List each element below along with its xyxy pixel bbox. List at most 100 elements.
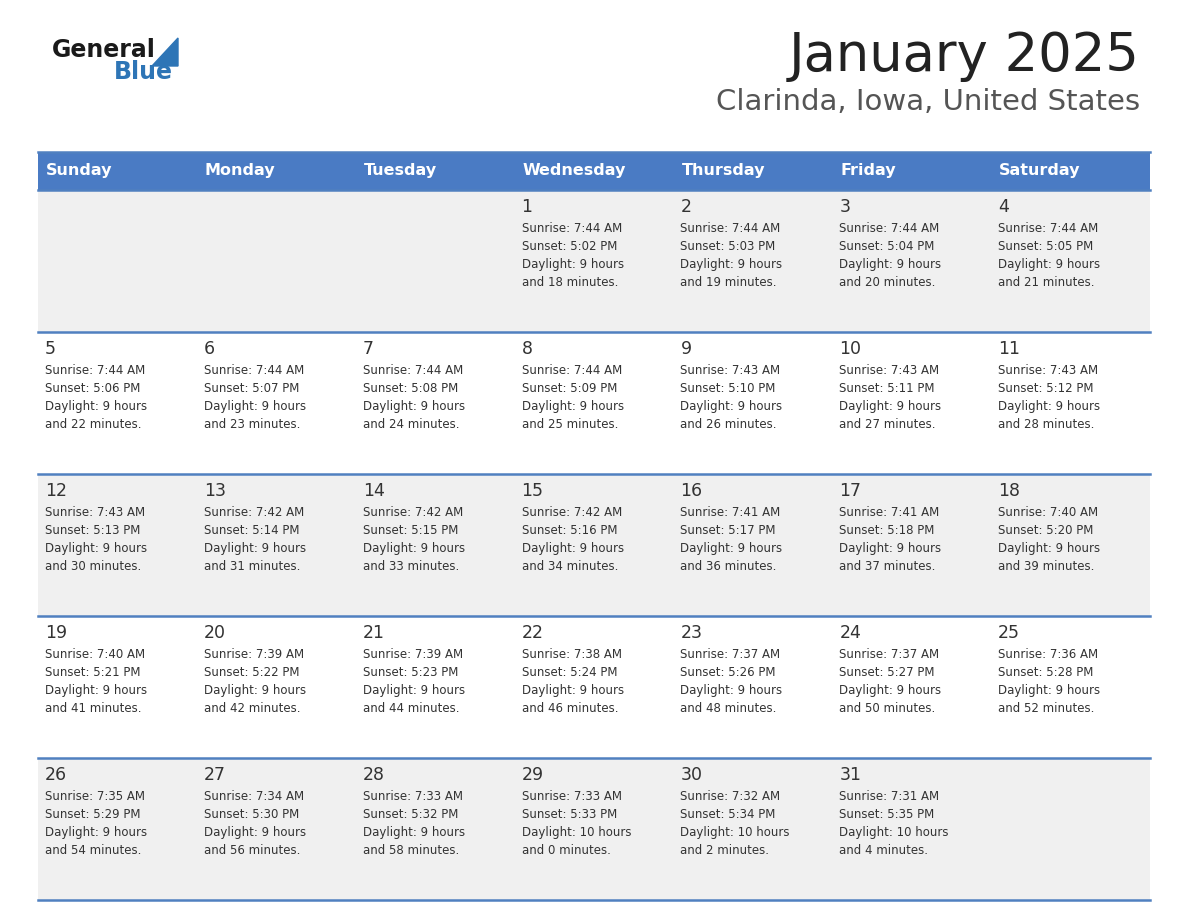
- Text: 11: 11: [998, 340, 1020, 358]
- Text: 26: 26: [45, 766, 68, 784]
- Text: Daylight: 9 hours: Daylight: 9 hours: [522, 684, 624, 697]
- Text: and 41 minutes.: and 41 minutes.: [45, 702, 141, 715]
- Text: Daylight: 9 hours: Daylight: 9 hours: [522, 258, 624, 271]
- Text: Sunrise: 7:43 AM: Sunrise: 7:43 AM: [839, 364, 940, 377]
- Text: Sunset: 5:34 PM: Sunset: 5:34 PM: [681, 808, 776, 821]
- Text: Monday: Monday: [204, 163, 276, 178]
- Text: Sunrise: 7:42 AM: Sunrise: 7:42 AM: [522, 506, 621, 519]
- Text: and 2 minutes.: and 2 minutes.: [681, 844, 770, 857]
- Text: Sunset: 5:05 PM: Sunset: 5:05 PM: [998, 240, 1093, 253]
- Text: Sunrise: 7:31 AM: Sunrise: 7:31 AM: [839, 790, 940, 803]
- Text: and 52 minutes.: and 52 minutes.: [998, 702, 1094, 715]
- Text: Daylight: 9 hours: Daylight: 9 hours: [45, 684, 147, 697]
- Text: Daylight: 9 hours: Daylight: 9 hours: [998, 400, 1100, 413]
- Text: Daylight: 9 hours: Daylight: 9 hours: [204, 400, 307, 413]
- Text: Sunrise: 7:34 AM: Sunrise: 7:34 AM: [204, 790, 304, 803]
- Text: Sunrise: 7:33 AM: Sunrise: 7:33 AM: [522, 790, 621, 803]
- Text: Sunrise: 7:41 AM: Sunrise: 7:41 AM: [839, 506, 940, 519]
- Text: Daylight: 9 hours: Daylight: 9 hours: [681, 684, 783, 697]
- Text: Daylight: 9 hours: Daylight: 9 hours: [998, 542, 1100, 555]
- Text: Wednesday: Wednesday: [523, 163, 626, 178]
- Text: Blue: Blue: [114, 60, 173, 84]
- Text: Sunrise: 7:44 AM: Sunrise: 7:44 AM: [204, 364, 304, 377]
- Bar: [38, 332, 1150, 474]
- Text: 31: 31: [839, 766, 861, 784]
- Text: 15: 15: [522, 482, 544, 500]
- Text: Sunrise: 7:39 AM: Sunrise: 7:39 AM: [362, 648, 463, 661]
- Text: 25: 25: [998, 624, 1020, 642]
- Bar: [38, 758, 1150, 900]
- Text: Daylight: 9 hours: Daylight: 9 hours: [204, 826, 307, 839]
- Text: 17: 17: [839, 482, 861, 500]
- Text: Daylight: 9 hours: Daylight: 9 hours: [204, 684, 307, 697]
- Text: 20: 20: [204, 624, 226, 642]
- Text: and 21 minutes.: and 21 minutes.: [998, 276, 1094, 289]
- Text: and 36 minutes.: and 36 minutes.: [681, 560, 777, 573]
- Text: 22: 22: [522, 624, 544, 642]
- Text: Sunrise: 7:44 AM: Sunrise: 7:44 AM: [362, 364, 463, 377]
- Text: Saturday: Saturday: [999, 163, 1081, 178]
- Text: General: General: [52, 38, 156, 62]
- Text: and 44 minutes.: and 44 minutes.: [362, 702, 460, 715]
- Text: Sunset: 5:03 PM: Sunset: 5:03 PM: [681, 240, 776, 253]
- Text: Sunset: 5:13 PM: Sunset: 5:13 PM: [45, 524, 140, 537]
- Text: and 58 minutes.: and 58 minutes.: [362, 844, 459, 857]
- Text: Sunrise: 7:33 AM: Sunrise: 7:33 AM: [362, 790, 462, 803]
- Text: and 56 minutes.: and 56 minutes.: [204, 844, 301, 857]
- Text: Sunset: 5:32 PM: Sunset: 5:32 PM: [362, 808, 459, 821]
- Text: Sunset: 5:06 PM: Sunset: 5:06 PM: [45, 382, 140, 395]
- Text: Sunset: 5:11 PM: Sunset: 5:11 PM: [839, 382, 935, 395]
- Text: Daylight: 9 hours: Daylight: 9 hours: [522, 400, 624, 413]
- Text: Sunrise: 7:40 AM: Sunrise: 7:40 AM: [45, 648, 145, 661]
- Text: Sunset: 5:09 PM: Sunset: 5:09 PM: [522, 382, 617, 395]
- Text: 29: 29: [522, 766, 544, 784]
- Text: Daylight: 9 hours: Daylight: 9 hours: [362, 400, 465, 413]
- Text: Daylight: 9 hours: Daylight: 9 hours: [522, 542, 624, 555]
- Text: Daylight: 9 hours: Daylight: 9 hours: [998, 684, 1100, 697]
- Text: Sunset: 5:21 PM: Sunset: 5:21 PM: [45, 666, 140, 679]
- Text: 13: 13: [204, 482, 226, 500]
- Text: and 50 minutes.: and 50 minutes.: [839, 702, 935, 715]
- Text: Daylight: 9 hours: Daylight: 9 hours: [839, 684, 941, 697]
- Text: Sunset: 5:27 PM: Sunset: 5:27 PM: [839, 666, 935, 679]
- Text: and 48 minutes.: and 48 minutes.: [681, 702, 777, 715]
- Text: and 42 minutes.: and 42 minutes.: [204, 702, 301, 715]
- Text: Friday: Friday: [840, 163, 896, 178]
- Text: and 39 minutes.: and 39 minutes.: [998, 560, 1094, 573]
- Text: Sunset: 5:17 PM: Sunset: 5:17 PM: [681, 524, 776, 537]
- Text: Daylight: 9 hours: Daylight: 9 hours: [45, 826, 147, 839]
- Text: Sunrise: 7:43 AM: Sunrise: 7:43 AM: [998, 364, 1098, 377]
- Text: and 18 minutes.: and 18 minutes.: [522, 276, 618, 289]
- Text: Thursday: Thursday: [682, 163, 765, 178]
- Text: 12: 12: [45, 482, 67, 500]
- Text: and 19 minutes.: and 19 minutes.: [681, 276, 777, 289]
- Text: Sunset: 5:14 PM: Sunset: 5:14 PM: [204, 524, 299, 537]
- Text: 2: 2: [681, 198, 691, 216]
- Text: Sunset: 5:15 PM: Sunset: 5:15 PM: [362, 524, 459, 537]
- Text: Daylight: 9 hours: Daylight: 9 hours: [998, 258, 1100, 271]
- Text: Daylight: 10 hours: Daylight: 10 hours: [522, 826, 631, 839]
- Text: Daylight: 10 hours: Daylight: 10 hours: [839, 826, 949, 839]
- Text: Sunset: 5:10 PM: Sunset: 5:10 PM: [681, 382, 776, 395]
- Text: Sunrise: 7:43 AM: Sunrise: 7:43 AM: [681, 364, 781, 377]
- Text: 5: 5: [45, 340, 56, 358]
- Text: Sunset: 5:26 PM: Sunset: 5:26 PM: [681, 666, 776, 679]
- Text: Daylight: 9 hours: Daylight: 9 hours: [45, 542, 147, 555]
- Text: Daylight: 9 hours: Daylight: 9 hours: [681, 542, 783, 555]
- Text: 4: 4: [998, 198, 1009, 216]
- Text: Sunrise: 7:39 AM: Sunrise: 7:39 AM: [204, 648, 304, 661]
- Text: Daylight: 9 hours: Daylight: 9 hours: [204, 542, 307, 555]
- Text: Daylight: 9 hours: Daylight: 9 hours: [839, 542, 941, 555]
- Text: 9: 9: [681, 340, 691, 358]
- Text: Sunset: 5:12 PM: Sunset: 5:12 PM: [998, 382, 1094, 395]
- Text: Sunrise: 7:37 AM: Sunrise: 7:37 AM: [681, 648, 781, 661]
- Text: Sunrise: 7:44 AM: Sunrise: 7:44 AM: [522, 364, 621, 377]
- Text: Sunrise: 7:32 AM: Sunrise: 7:32 AM: [681, 790, 781, 803]
- Text: 23: 23: [681, 624, 702, 642]
- Text: and 20 minutes.: and 20 minutes.: [839, 276, 936, 289]
- Text: Sunset: 5:08 PM: Sunset: 5:08 PM: [362, 382, 457, 395]
- Text: Sunset: 5:30 PM: Sunset: 5:30 PM: [204, 808, 299, 821]
- Text: Daylight: 9 hours: Daylight: 9 hours: [362, 542, 465, 555]
- Text: Sunset: 5:18 PM: Sunset: 5:18 PM: [839, 524, 935, 537]
- Text: and 34 minutes.: and 34 minutes.: [522, 560, 618, 573]
